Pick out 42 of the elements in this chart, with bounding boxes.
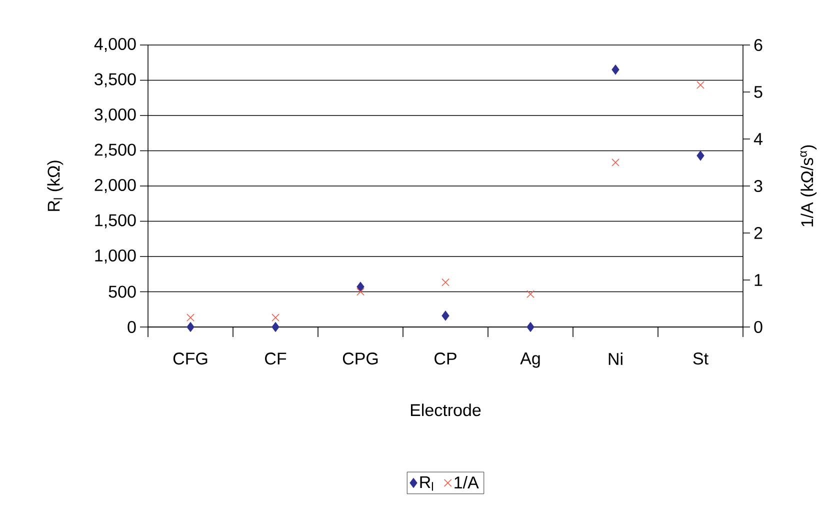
point <box>526 322 534 332</box>
y2-tick-label: 4 <box>754 133 762 145</box>
x-tick-label: CPG <box>342 352 378 365</box>
y2-tick-label: 3 <box>754 180 762 192</box>
y-tick-label: 500 <box>108 286 136 298</box>
point <box>186 314 194 322</box>
x-tick-label: CF <box>265 352 286 365</box>
x-tick-label: Ag <box>520 352 540 368</box>
legend-label: R$_{l}$ <box>420 476 433 491</box>
y-tick-label: 3,000 <box>94 108 136 123</box>
point <box>696 150 704 161</box>
y-tick-label: 3,500 <box>94 73 136 88</box>
x-tick-label: CP <box>434 352 456 365</box>
y-tick-label: 2,500 <box>94 144 136 158</box>
legend-label: 1/A <box>454 476 479 489</box>
x-axis-title: Electrode <box>410 404 481 416</box>
point <box>272 314 280 322</box>
point <box>272 322 280 332</box>
y-tick-label: 1,000 <box>95 249 136 264</box>
y2-tick-label: 1 <box>754 274 762 286</box>
point <box>442 278 450 286</box>
y-tick-label: 0 <box>128 320 136 334</box>
y-tick-label: 2,000 <box>94 178 136 194</box>
point <box>356 282 364 292</box>
point <box>612 158 620 166</box>
x-tick-label: Ni <box>608 352 622 365</box>
y2-tick-label: 5 <box>754 86 762 98</box>
x-tick-label: CFG <box>173 352 208 365</box>
y-tick-label: 4,000 <box>94 38 136 52</box>
point <box>186 322 194 332</box>
point <box>526 290 534 298</box>
y-axis-title: R$_{l}$ (kΩ) <box>47 160 64 211</box>
y2-tick-label: 6 <box>754 38 762 52</box>
point <box>442 310 450 321</box>
point <box>356 288 364 296</box>
y-tick-label: 1,500 <box>95 214 136 228</box>
y2-tick-label: 2 <box>754 227 762 239</box>
x-tick-label: St <box>693 352 708 365</box>
y2-tick-label: 0 <box>754 320 762 334</box>
point <box>612 64 620 75</box>
point <box>696 81 704 89</box>
y2-axis-title: 1/A (kΩ/s$^{α}$) <box>800 145 817 226</box>
